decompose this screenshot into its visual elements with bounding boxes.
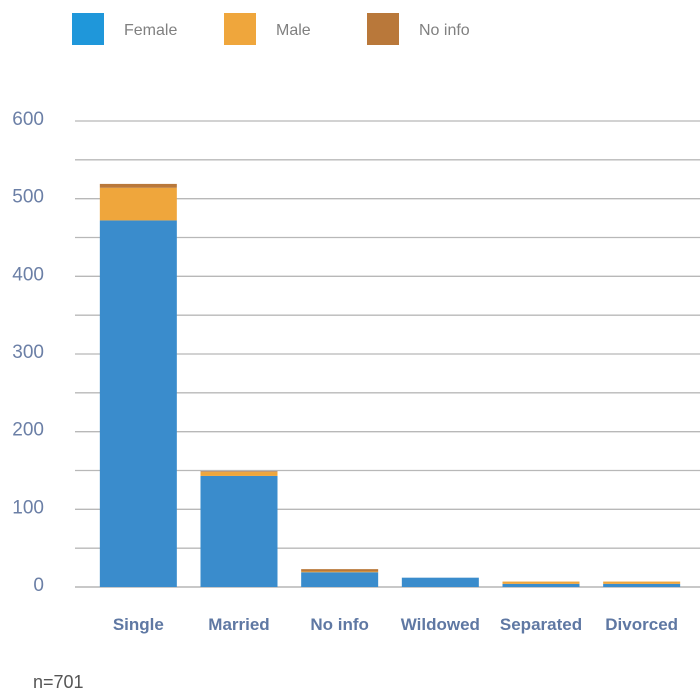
bar-separated-female (502, 583, 580, 587)
y-tick-label: 500 (12, 187, 44, 208)
bar-married-no-info (200, 471, 278, 473)
y-tick-label: 100 (12, 497, 44, 518)
bar-single-no-info (99, 183, 177, 188)
bar-no-info-female (301, 572, 379, 587)
x-tick-label: Married (208, 615, 269, 634)
x-tick-label: No info (310, 615, 369, 634)
sample-size-note: n=701 (33, 672, 84, 692)
x-tick-label: Separated (500, 615, 582, 634)
legend-swatch-male (224, 13, 256, 45)
bar-single-female (99, 220, 177, 587)
bars (99, 183, 681, 587)
y-tick-label: 600 (12, 109, 44, 130)
x-tick-label: Divorced (605, 615, 678, 634)
bar-no-info-male (301, 571, 379, 573)
y-tick-label: 0 (33, 575, 44, 596)
legend-swatch-no-info (367, 13, 399, 45)
x-tick-label: Single (113, 615, 164, 634)
grid-lines (75, 120, 700, 588)
bar-divorced-female (603, 583, 681, 587)
legend-label-female: Female (124, 22, 177, 39)
bar-married-male (200, 472, 278, 476)
legend-label-male: Male (276, 22, 311, 39)
bar-single-male (99, 187, 177, 221)
bar-wildowed-female (401, 577, 479, 587)
bar-divorced-male (603, 581, 681, 584)
y-tick-label: 300 (12, 342, 44, 363)
x-axis-ticks: Single Married No info Wildowed Separated Div… (113, 615, 678, 634)
bar-married-female (200, 475, 278, 587)
y-tick-label: 200 (12, 420, 44, 441)
bar-no-info-no-info (301, 569, 379, 572)
x-tick-label: Wildowed (401, 615, 480, 634)
bar-separated-male (502, 581, 580, 584)
legend: Female Male No info (72, 13, 470, 45)
legend-label-no-info: No info (419, 22, 470, 39)
y-tick-label: 400 (12, 264, 44, 285)
legend-swatch-female (72, 13, 104, 45)
y-axis-ticks: 0 100 200 300 400 500 600 (12, 109, 44, 596)
